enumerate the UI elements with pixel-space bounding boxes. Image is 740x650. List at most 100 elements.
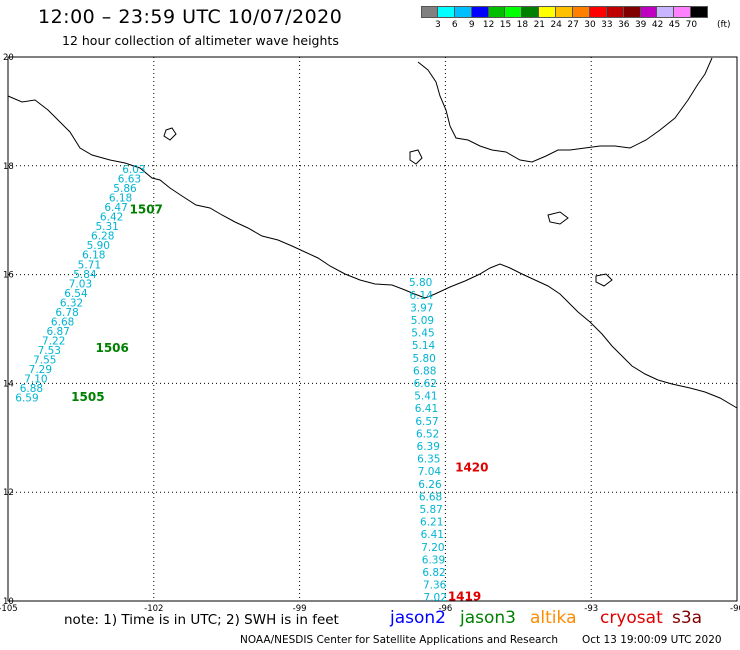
satellite-name-jason3: jason3 <box>460 608 516 628</box>
legend-label: 42 <box>651 20 664 30</box>
wave-height-value: 6.87 <box>46 326 69 338</box>
wave-height-value: 7.55 <box>33 354 56 366</box>
wave-height-value: 6.39 <box>422 554 445 566</box>
wave-height-value: 6.14 <box>410 290 434 302</box>
wave-height-value: 6.62 <box>414 378 437 390</box>
wave-height-value: 6.57 <box>415 416 438 428</box>
island-small-1 <box>163 127 177 141</box>
legend-swatch <box>674 6 692 18</box>
wave-height-value: 6.35 <box>417 454 440 466</box>
color-legend: (ft) 3 6 9 12 15 18 21 24 27 30 33 36 39 42 45 70 <box>421 6 731 32</box>
wave-height-value: 6.88 <box>20 383 43 395</box>
legend-swatch <box>606 6 624 18</box>
legend-label: 9 <box>468 20 475 30</box>
wave-height-value: 6.28 <box>91 231 114 243</box>
orbit-number-label: 1505 <box>71 390 104 404</box>
wave-height-value: 6.68 <box>51 316 74 328</box>
lon-tick-label: -99 <box>293 604 307 614</box>
wave-height-value: 6.78 <box>55 307 78 319</box>
map-frame <box>7 56 738 602</box>
legend-swatch <box>488 6 506 18</box>
wave-height-value: 6.52 <box>416 428 439 440</box>
lat-tick-label: 18 <box>3 162 14 172</box>
legend-label: 18 <box>516 20 529 30</box>
wave-height-value: 5.45 <box>411 328 434 340</box>
wave-height-value: 7.10 <box>24 374 47 386</box>
wave-height-value: 6.68 <box>419 491 442 503</box>
wave-height-value: 5.84 <box>73 269 97 281</box>
grid-lines <box>8 57 737 601</box>
legend-label: 15 <box>499 20 512 30</box>
wave-height-value: 6.03 <box>122 164 145 176</box>
generated-timestamp: Oct 13 19:00:09 UTC 2020 <box>582 634 722 646</box>
wave-height-value: 6.26 <box>418 479 442 491</box>
wave-height-value: 6.18 <box>109 193 132 205</box>
wave-height-value: 7.53 <box>38 345 61 357</box>
wave-height-value: 5.80 <box>409 277 432 289</box>
legend-swatch <box>539 6 557 18</box>
wave-height-value: 6.88 <box>413 365 436 377</box>
lake-1 <box>547 211 569 225</box>
orbit-number-label: 1419 <box>448 590 481 604</box>
wave-height-value: 5.86 <box>113 183 137 195</box>
page-title: 12:00 – 23:59 UTC 10/07/2020 <box>38 6 343 28</box>
legend-swatch <box>657 6 675 18</box>
lon-tick-label: -93 <box>584 604 598 614</box>
legend-label: 21 <box>533 20 546 30</box>
credit-text: NOAA/NESDIS Center for Satellite Applica… <box>240 634 558 646</box>
legend-swatch <box>691 6 709 18</box>
wave-height-value: 7.36 <box>423 580 447 592</box>
wave-height-value: 5.87 <box>419 504 442 516</box>
legend-label: 45 <box>668 20 681 30</box>
orbit-number-label: 1506 <box>95 341 128 355</box>
coastline-gulf-of-mexico <box>417 57 713 163</box>
wave-height-value: 6.32 <box>60 297 83 309</box>
wave-height-value: 5.80 <box>412 353 435 365</box>
coastlines <box>7 57 738 409</box>
lon-tick-label: -90 <box>730 604 740 614</box>
wave-height-value: 5.31 <box>95 221 118 233</box>
legend-label: 12 <box>482 20 495 30</box>
wave-height-value: 7.22 <box>42 335 65 347</box>
lake-2 <box>595 273 613 287</box>
satellite-name-altika: altika <box>530 608 577 628</box>
lon-tick-label: -102 <box>144 604 163 614</box>
legend-swatch <box>421 6 438 18</box>
orbit-labels: 1507 1506 1505 1420 1419 <box>71 202 488 603</box>
wave-height-value: 6.41 <box>415 403 438 415</box>
wave-height-value: 7.03 <box>69 278 92 290</box>
wave-height-value: 6.47 <box>104 202 127 214</box>
lon-tick-label: -105 <box>0 604 18 614</box>
wave-height-value: 5.90 <box>87 240 110 252</box>
wave-height-value: 6.41 <box>421 529 444 541</box>
legend-labels: (ft) 3 6 9 12 15 18 21 24 27 30 33 36 39 42 45 70 <box>421 18 731 32</box>
wave-height-value: 5.09 <box>411 315 434 327</box>
legend-swatch <box>454 6 472 18</box>
legend-label: 27 <box>567 20 579 30</box>
wave-height-value: 5.41 <box>414 391 437 403</box>
wave-height-value: 7.02 <box>424 592 447 604</box>
satellite-name-s3a: s3a <box>672 608 703 628</box>
legend-label: 6 <box>451 20 458 30</box>
legend-label: 33 <box>601 20 613 30</box>
legend-label: 36 <box>618 20 630 30</box>
wave-height-value: 6.39 <box>417 441 440 453</box>
lat-tick-label: 12 <box>3 488 14 498</box>
lat-tick-label: 10 <box>3 597 14 607</box>
lat-tick-label: 16 <box>3 271 14 281</box>
wave-height-value: 6.18 <box>82 250 105 262</box>
legend-swatch <box>640 6 658 18</box>
wave-height-value: 6.59 <box>15 393 38 405</box>
legend-label: 30 <box>584 20 596 30</box>
legend-swatch <box>471 6 489 18</box>
coastline-pacific-mexico <box>7 95 738 409</box>
wave-height-value: 7.20 <box>421 542 444 554</box>
wave-height-value: 6.82 <box>422 567 445 579</box>
wave-height-value: 6.42 <box>100 212 123 224</box>
legend-unit: (ft) <box>717 20 731 30</box>
lat-tick-label: 14 <box>3 379 14 389</box>
island-small-2 <box>409 149 423 165</box>
lon-tick-label: -96 <box>438 604 452 614</box>
wave-height-value: 6.21 <box>420 517 443 529</box>
